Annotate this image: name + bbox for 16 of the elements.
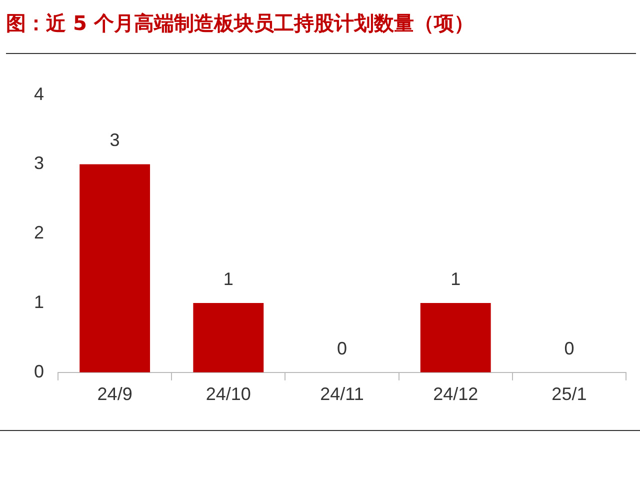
y-tick-label: 2 — [34, 222, 44, 243]
x-tick-label: 24/12 — [433, 384, 478, 404]
y-tick-label: 3 — [34, 153, 44, 174]
chart-title: 图：近 5 个月高端制造板块员工持股计划数量（项） — [6, 8, 636, 54]
x-tick-label: 24/10 — [206, 384, 251, 404]
y-tick-label: 0 — [34, 361, 44, 382]
data-label: 0 — [564, 338, 574, 358]
data-label: 1 — [223, 268, 234, 289]
x-tick-label: 24/9 — [97, 384, 132, 404]
x-tick-label: 25/1 — [552, 384, 587, 404]
data-label: 3 — [110, 130, 120, 150]
x-tick-label: 24/11 — [320, 384, 364, 404]
y-tick-label: 4 — [34, 84, 44, 104]
y-tick-label: 1 — [34, 292, 44, 312]
data-label: 0 — [337, 338, 348, 358]
data-label: 1 — [450, 268, 461, 289]
